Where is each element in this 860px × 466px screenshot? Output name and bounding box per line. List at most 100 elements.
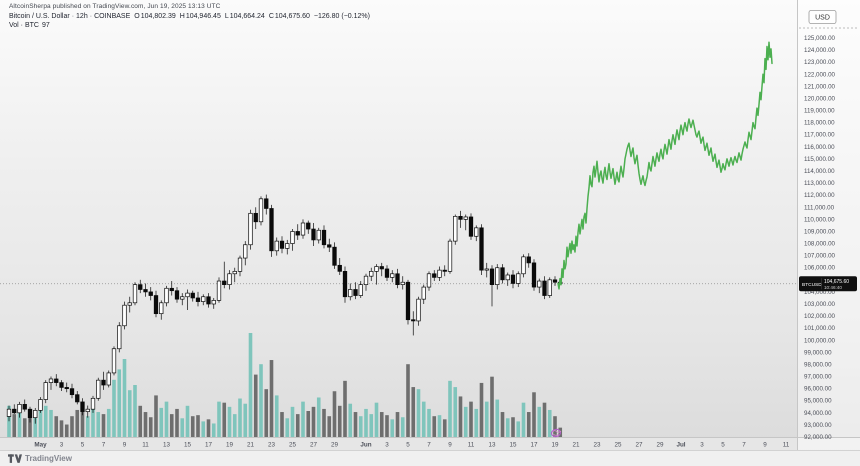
volume-bar xyxy=(269,360,274,437)
chart-header: AltcoinSherpa published on TradingView.c… xyxy=(9,3,370,29)
volume-bar xyxy=(337,405,342,437)
candle-body xyxy=(395,273,400,286)
candle-body xyxy=(479,227,484,271)
volume-bar xyxy=(463,406,468,437)
volume-bar xyxy=(133,385,137,437)
volume-bar xyxy=(385,415,389,437)
projection-line-drawing[interactable] xyxy=(557,41,773,290)
time-tick-label: 5 xyxy=(721,442,725,449)
time-tick-label: 19 xyxy=(551,442,559,449)
time-axis-strip[interactable] xyxy=(0,437,860,450)
ohlc-value: 104,802.39 xyxy=(140,13,176,20)
volume-bar xyxy=(495,399,500,437)
volume-bar xyxy=(474,408,479,437)
price-tick-label: 112,000.00 xyxy=(804,192,835,199)
volume-bar xyxy=(411,387,416,437)
tradingview-logo[interactable]: TradingView xyxy=(8,453,72,464)
candle-body xyxy=(106,372,111,386)
candle-body xyxy=(300,222,306,236)
volume-legend: Vol · BTC 97 xyxy=(9,22,370,29)
candle-body xyxy=(253,212,258,223)
candle-body xyxy=(426,273,432,288)
time-tick-label: 7 xyxy=(742,442,746,449)
volume-bar xyxy=(280,412,284,437)
volume-bar xyxy=(484,401,489,437)
legend-separator: · xyxy=(71,13,75,20)
candle-body xyxy=(526,256,531,264)
footer-bar: TradingView xyxy=(0,450,860,466)
volume-bar xyxy=(22,418,27,437)
volume-bar xyxy=(80,405,85,437)
time-tick-label: 15 xyxy=(184,442,192,449)
price-axis-strip[interactable] xyxy=(798,0,860,450)
sticker-drawing[interactable] xyxy=(550,428,562,438)
volume-bar xyxy=(185,405,190,437)
candle-body xyxy=(285,243,290,249)
time-tick-label: 25 xyxy=(614,442,622,449)
candle-body xyxy=(33,410,38,419)
volume-bar xyxy=(442,419,447,437)
exchange-label: COINBASE xyxy=(94,13,131,20)
volume-bar xyxy=(395,412,400,437)
price-tick-label: 117,000.00 xyxy=(804,132,835,139)
price-tick-label: 109,000.00 xyxy=(804,228,836,235)
volume-bar xyxy=(390,419,395,437)
time-tick-label: 17 xyxy=(530,442,538,449)
volume-bar xyxy=(49,409,53,437)
candle-body xyxy=(274,240,279,252)
price-axis[interactable]: 125,000.00 124,000.00 123,000.00 122,000.00… xyxy=(799,10,858,442)
ohlc-value: 104,946.45 xyxy=(185,13,221,20)
volume-bar xyxy=(521,402,526,437)
candle-body xyxy=(64,387,69,389)
candle-body xyxy=(190,292,195,299)
candle-body xyxy=(75,394,80,403)
price-tick-label: 102,000.00 xyxy=(804,313,836,320)
candle-body xyxy=(143,289,148,293)
candle-body xyxy=(453,215,458,242)
candle-body xyxy=(316,229,321,241)
ohlc-label: H xyxy=(179,13,185,20)
candle-body xyxy=(6,408,12,417)
candle-body xyxy=(27,408,33,419)
price-tick-label: 122,000.00 xyxy=(804,71,836,78)
candle-body xyxy=(421,286,426,300)
candle-body xyxy=(374,266,379,272)
volume-bar xyxy=(122,359,127,437)
volume-bar xyxy=(12,414,17,437)
price-tick-label: 125,000.00 xyxy=(804,35,836,42)
price-badge-countdown: 10:46:40 xyxy=(824,285,842,290)
volume-bar xyxy=(432,416,437,437)
currency-chip[interactable] xyxy=(808,10,837,24)
time-tick-label: 29 xyxy=(656,442,664,449)
candle-body xyxy=(127,302,132,306)
price-tick-label: 95,000.00 xyxy=(804,398,832,405)
candle-body xyxy=(547,279,552,296)
candle-body xyxy=(148,291,153,296)
candle-body xyxy=(201,296,206,302)
volume-bar xyxy=(316,397,321,437)
time-tick-label: 11 xyxy=(142,442,149,449)
candle-body xyxy=(264,198,269,209)
candle-body xyxy=(432,273,437,278)
candle-body xyxy=(153,295,159,315)
price-tick-label: 98,000.00 xyxy=(804,361,832,368)
candle-body xyxy=(510,274,516,284)
time-tick-label: 3 xyxy=(700,442,704,449)
volume-bar xyxy=(117,369,122,437)
price-badge-symbol: BTCUSD xyxy=(802,282,822,288)
time-axis[interactable]: May 3 5 7 9 11 13 15 17 19 21 23 25 27 29 Jun 3 5 7 9 11 13 15… xyxy=(34,442,789,449)
time-tick-label: 27 xyxy=(635,442,643,449)
price-tick-label: 99,000.00 xyxy=(804,349,832,356)
candle-body xyxy=(138,284,143,290)
price-tick-label: 110,000.00 xyxy=(804,216,835,223)
candle-body xyxy=(222,280,227,286)
currency-label: USD xyxy=(815,15,830,22)
candle-body xyxy=(17,404,22,414)
publish-byline: AltcoinSherpa published on TradingView.c… xyxy=(9,3,221,10)
volume-bar xyxy=(201,421,206,437)
tradingview-logo-icon xyxy=(8,453,22,463)
volume-bar xyxy=(264,389,269,437)
volume-bar xyxy=(374,402,379,437)
candle-body xyxy=(405,281,411,321)
